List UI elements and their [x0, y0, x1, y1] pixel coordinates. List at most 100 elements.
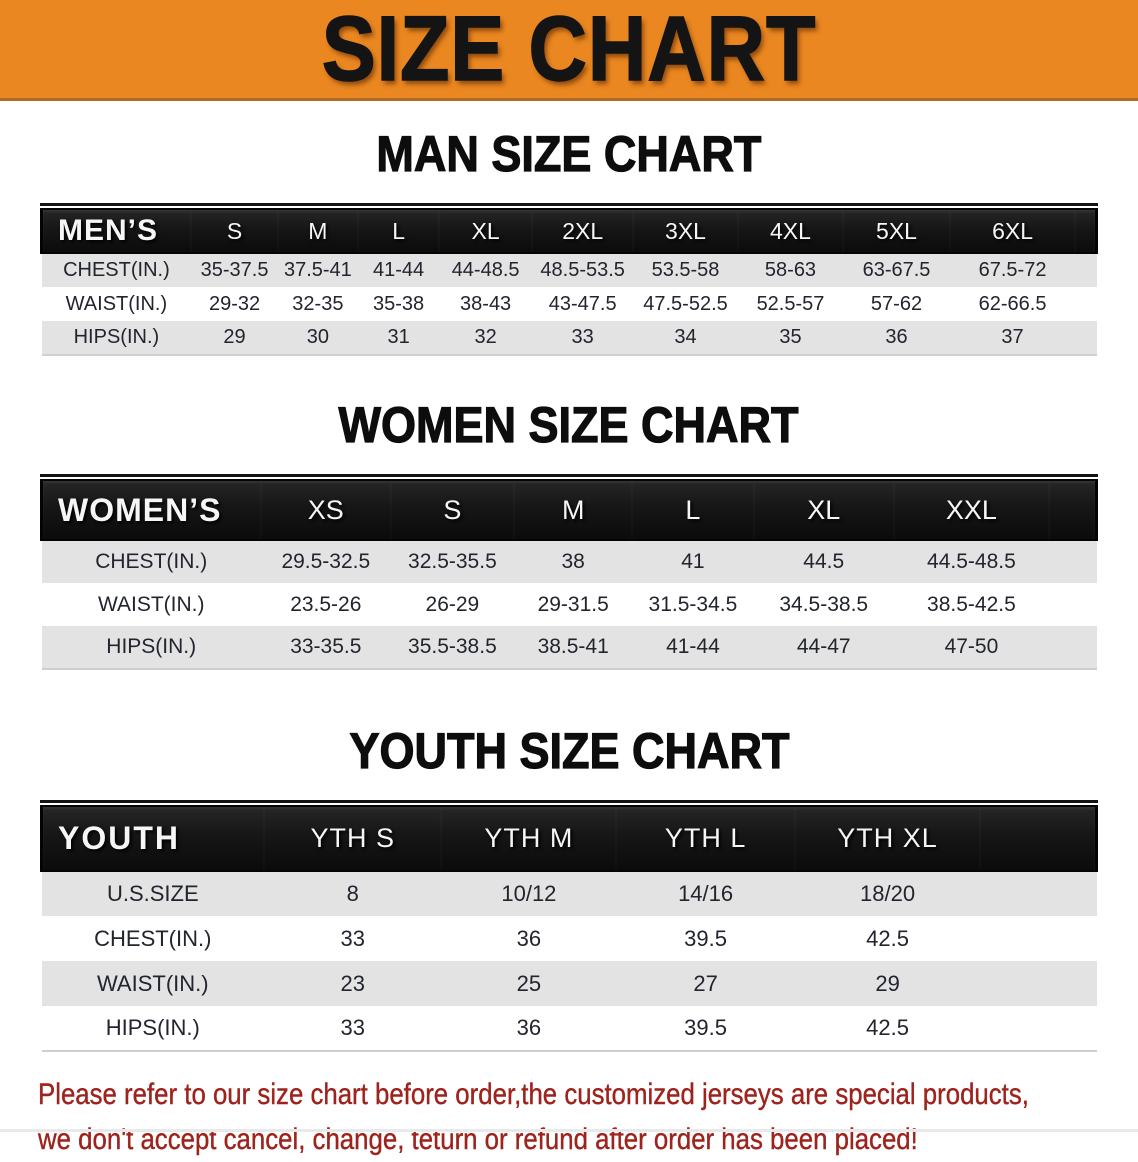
size-value: 29.5-32.5 — [260, 540, 391, 583]
size-column-header: 5XL — [843, 208, 950, 254]
size-value: 8 — [264, 871, 442, 916]
size-value: 39.5 — [616, 916, 795, 961]
youth-section-heading: YOUTH SIZE CHART — [0, 722, 1138, 780]
size-column-header: YTH S — [264, 805, 442, 872]
size-value: 32 — [439, 321, 533, 355]
size-value: 30 — [277, 321, 358, 355]
row-label: WAIST(IN.) — [41, 583, 261, 626]
size-value: 35-38 — [357, 287, 440, 321]
women-size-header-row: WOMEN’S XS S M L XL XXL — [39, 479, 1098, 541]
size-value: 33 — [264, 1006, 442, 1051]
women-section-heading-text: WOMEN SIZE CHART — [338, 396, 799, 453]
measurement-row: U.S.SIZE 8 10/12 14/16 18/20 — [41, 871, 1097, 916]
size-value: 37.5-41 — [277, 253, 358, 287]
size-value: 47.5-52.5 — [633, 287, 738, 321]
row-label: U.S.SIZE — [41, 871, 265, 916]
size-value: 43-47.5 — [532, 287, 634, 321]
size-value: 35 — [737, 321, 844, 355]
size-value: 57-62 — [843, 287, 950, 321]
men-section-heading-text: MAN SIZE CHART — [376, 125, 762, 182]
women-size-chart-section: WOMEN SIZE CHART WOMEN’S XS S M L XL XXL CHEST… — [0, 396, 1138, 670]
youth-size-table: YOUTH YTH S YTH M YTH L YTH XL U.S.SIZE 8 10/1… — [40, 805, 1099, 1052]
size-value: 48.5-53.5 — [532, 253, 634, 287]
size-value: 62-66.5 — [949, 287, 1076, 321]
size-value: 10/12 — [441, 871, 617, 916]
size-column-header: YTH L — [616, 805, 795, 872]
size-value: 44.5 — [753, 540, 894, 583]
size-column-header: YTH XL — [794, 805, 981, 872]
size-value: 32.5-35.5 — [390, 540, 515, 583]
table-title-cell: YOUTH — [40, 805, 265, 872]
size-chart-banner: SIZE CHART — [0, 0, 1138, 101]
size-column-header: 2XL — [532, 208, 634, 254]
spacer-cell — [1075, 321, 1097, 355]
size-value: 41-44 — [357, 253, 440, 287]
measurement-row: HIPS(IN.) 29 30 31 32 33 34 35 36 37 — [41, 321, 1097, 355]
size-column-header: XS — [260, 479, 391, 541]
row-label: CHEST(IN.) — [41, 540, 261, 583]
disclaimer-note: Please refer to our size chart before or… — [38, 1072, 1138, 1162]
size-column-header: S — [390, 479, 515, 541]
size-value: 36 — [441, 1006, 617, 1051]
row-label: WAIST(IN.) — [41, 287, 192, 321]
size-value: 34.5-38.5 — [753, 583, 894, 626]
size-value: 37 — [949, 321, 1076, 355]
size-column-header: L — [357, 208, 440, 254]
measurement-row: HIPS(IN.) 33-35.5 35.5-38.5 38.5-41 41-44 44-… — [41, 626, 1097, 669]
spacer-cell — [1048, 479, 1098, 541]
spacer-cell — [1048, 583, 1097, 626]
spacer-cell — [1075, 208, 1099, 254]
row-label: WAIST(IN.) — [41, 961, 265, 1006]
size-column-header: XL — [439, 208, 533, 254]
men-section-heading: MAN SIZE CHART — [0, 125, 1138, 183]
size-value: 36 — [843, 321, 950, 355]
disclaimer-line-2: we don't accept cancel, change, teturn o… — [38, 1117, 1138, 1162]
size-value: 42.5 — [794, 916, 981, 961]
men-size-header-row: MEN’S S M L XL 2XL 3XL 4XL 5XL 6XL — [40, 208, 1099, 254]
women-section-heading: WOMEN SIZE CHART — [0, 396, 1138, 454]
size-value: 33 — [532, 321, 634, 355]
size-value: 29-32 — [191, 287, 278, 321]
size-value: 27 — [616, 961, 795, 1006]
spacer-cell — [1048, 540, 1097, 583]
row-label: CHEST(IN.) — [41, 916, 265, 961]
spacer-cell — [980, 871, 1097, 916]
size-value: 38-43 — [439, 287, 533, 321]
size-value: 39.5 — [616, 1006, 795, 1051]
measurement-row: WAIST(IN.) 23 25 27 29 — [41, 961, 1097, 1006]
size-value: 58-63 — [737, 253, 844, 287]
measurement-row: WAIST(IN.) 23.5-26 26-29 29-31.5 31.5-34.5 34… — [41, 583, 1097, 626]
size-column-header: 4XL — [737, 208, 844, 254]
banner-title: SIZE CHART — [321, 0, 817, 100]
table-title-cell: MEN’S — [40, 208, 192, 254]
size-column-header: M — [277, 208, 358, 254]
image-bottom-edge — [0, 1129, 1138, 1132]
size-value: 33-35.5 — [260, 626, 391, 669]
disclaimer-line-2-text: we don't accept cancel, change, teturn o… — [38, 1123, 918, 1156]
size-value: 35-37.5 — [191, 253, 278, 287]
size-value: 44-48.5 — [439, 253, 533, 287]
youth-size-table-wrap: YOUTH YTH S YTH M YTH L YTH XL U.S.SIZE 8 10/1… — [40, 800, 1099, 1052]
measurement-row: WAIST(IN.) 29-32 32-35 35-38 38-43 43-47.5 47.… — [41, 287, 1097, 321]
size-value: 32-35 — [277, 287, 358, 321]
size-value: 33 — [264, 916, 442, 961]
table-title-cell: WOMEN’S — [39, 479, 261, 541]
spacer-cell — [980, 916, 1097, 961]
spacer-cell — [980, 961, 1097, 1006]
size-value: 44-47 — [753, 626, 894, 669]
size-value: 35.5-38.5 — [390, 626, 515, 669]
size-value: 26-29 — [390, 583, 515, 626]
spacer-cell — [980, 805, 1099, 872]
size-value: 18/20 — [794, 871, 981, 916]
disclaimer-line-1-text: Please refer to our size chart before or… — [38, 1078, 1029, 1111]
size-value: 41 — [632, 540, 754, 583]
size-value: 67.5-72 — [949, 253, 1076, 287]
size-value: 63-67.5 — [843, 253, 950, 287]
size-value: 53.5-58 — [633, 253, 738, 287]
size-value: 34 — [633, 321, 738, 355]
spacer-cell — [1048, 626, 1097, 669]
size-column-header: M — [514, 479, 633, 541]
men-size-table: MEN’S S M L XL 2XL 3XL 4XL 5XL 6XL CHEST(IN.) 35-3… — [40, 208, 1099, 356]
spacer-cell — [980, 1006, 1097, 1051]
men-size-chart-section: MAN SIZE CHART MEN’S S M L XL 2XL 3XL 4XL 5XL 6XL… — [0, 125, 1138, 356]
